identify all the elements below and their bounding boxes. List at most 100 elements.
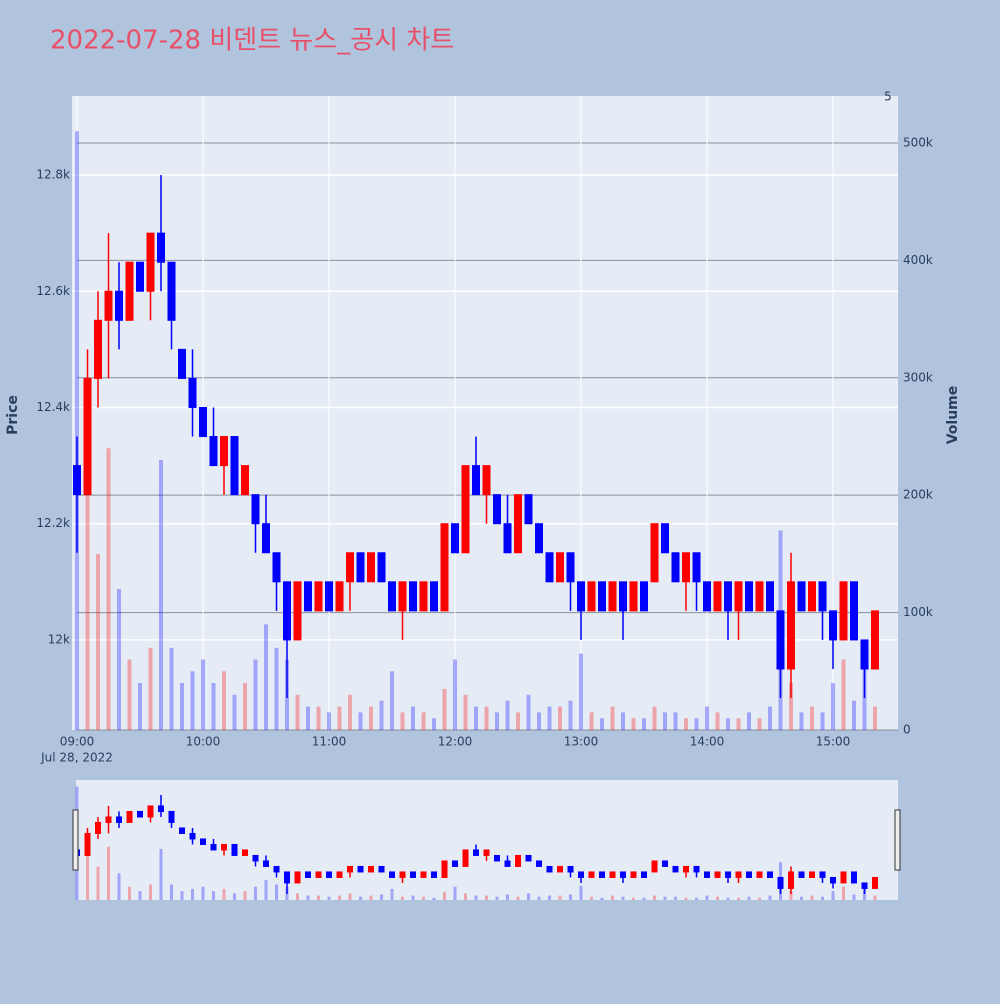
volume-bar <box>558 706 563 730</box>
volume-bar <box>820 712 825 730</box>
mini-candle-body <box>462 849 469 867</box>
volume-bar <box>264 624 269 730</box>
slider-handle[interactable] <box>72 809 79 871</box>
volume-bar <box>169 647 174 730</box>
candle-body <box>398 581 407 612</box>
volume-bar <box>390 671 395 730</box>
volume-bar <box>411 706 416 730</box>
mini-volume-bar <box>275 884 279 900</box>
mini-candle-body <box>735 871 742 878</box>
candle-body <box>629 581 638 612</box>
mini-candle-body <box>767 871 774 878</box>
candle-body <box>136 261 145 292</box>
mini-volume-bar <box>464 893 468 900</box>
mini-candle-body <box>473 849 480 856</box>
annotation: 5 <box>884 90 892 104</box>
volume-bar <box>421 712 426 730</box>
mini-candle-body <box>326 871 333 878</box>
volume-bar <box>253 659 258 730</box>
candle-body <box>797 581 806 612</box>
candle-body <box>671 552 680 583</box>
volume-bar <box>789 683 794 730</box>
candle-body <box>461 465 470 554</box>
x-tick-label: 15:00 <box>816 735 851 749</box>
mini-candle-body <box>189 832 196 840</box>
volume-bar <box>327 712 332 730</box>
mini-candle-body <box>315 871 322 878</box>
mini-candle-body <box>819 871 826 878</box>
candle-body <box>188 377 197 408</box>
candle-body <box>598 581 607 612</box>
volume-bar <box>568 700 573 730</box>
mini-candle-body <box>672 865 679 873</box>
mini-volume-bar <box>159 848 163 900</box>
mini-candle-body <box>788 871 795 889</box>
mini-candle-body <box>168 810 175 823</box>
mini-volume-bar <box>149 884 153 900</box>
mini-candle-body <box>368 865 375 873</box>
candle-body <box>346 552 355 583</box>
candle-body <box>157 232 166 263</box>
mini-volume-bar <box>747 896 751 900</box>
mini-candle-body <box>851 871 858 884</box>
candle-body <box>871 610 880 670</box>
candle-body <box>472 465 481 496</box>
mini-volume-bar <box>632 897 636 900</box>
mini-candle-body <box>830 876 837 884</box>
mini-volume-bar <box>453 886 457 900</box>
y2-tick-label: 100k <box>903 605 933 619</box>
mini-candle-body <box>441 860 448 878</box>
candle-body <box>325 581 334 612</box>
mini-volume-bar <box>621 896 625 900</box>
volume-bar <box>127 659 132 730</box>
mini-candle-body <box>389 871 396 878</box>
mini-volume-bar <box>873 895 877 900</box>
candle-body <box>703 581 712 612</box>
volume-bar <box>75 131 80 730</box>
slider-handle[interactable] <box>894 809 901 871</box>
candle-body <box>73 465 82 496</box>
volume-bar <box>495 712 500 730</box>
mini-volume-bar <box>716 896 720 900</box>
mini-volume-bar <box>191 888 195 900</box>
candle-body <box>587 581 596 612</box>
mini-volume-bar <box>369 895 373 900</box>
candle-body <box>430 581 439 612</box>
mini-candle-body <box>704 871 711 878</box>
candle-body <box>146 232 155 292</box>
candle-body <box>388 581 397 612</box>
mini-candle-body <box>431 871 438 878</box>
mini-volume-bar <box>96 866 100 900</box>
y-tick-label: 12.6k <box>36 284 70 298</box>
mini-volume-bar <box>306 895 310 900</box>
mini-candle-body <box>651 860 658 873</box>
mini-candle-body <box>504 860 511 867</box>
chart-title: 2022-07-28 비덴트 뉴스_공시 차트 <box>50 26 454 56</box>
y-axis-label: Price <box>5 395 21 435</box>
volume-bar <box>243 683 248 730</box>
candle-body <box>545 552 554 583</box>
mini-volume-bar <box>128 886 132 900</box>
mini-candle-body <box>399 871 406 878</box>
range-slider[interactable] <box>76 780 898 900</box>
candle-body <box>230 436 239 496</box>
mini-volume-bar <box>821 896 825 900</box>
volume-bar <box>610 706 615 730</box>
x-tick-label: 13:00 <box>564 735 599 749</box>
y-tick-label: 12.2k <box>36 516 70 530</box>
candle-body <box>724 581 733 612</box>
mini-volume-bar <box>758 897 762 900</box>
candle-body <box>745 581 754 612</box>
mini-candle-body <box>95 821 102 834</box>
volume-bar <box>211 683 216 730</box>
plot-area <box>72 96 898 730</box>
mini-volume-bar <box>695 897 699 900</box>
volume-bar <box>705 706 710 730</box>
mini-candle-body <box>641 871 648 878</box>
mini-volume-bar <box>86 837 90 900</box>
mini-candle-body <box>714 871 721 878</box>
mini-volume-bar <box>527 893 531 900</box>
mini-volume-bar <box>506 894 510 900</box>
candle-body <box>314 581 323 612</box>
mini-volume-bar <box>516 896 520 900</box>
